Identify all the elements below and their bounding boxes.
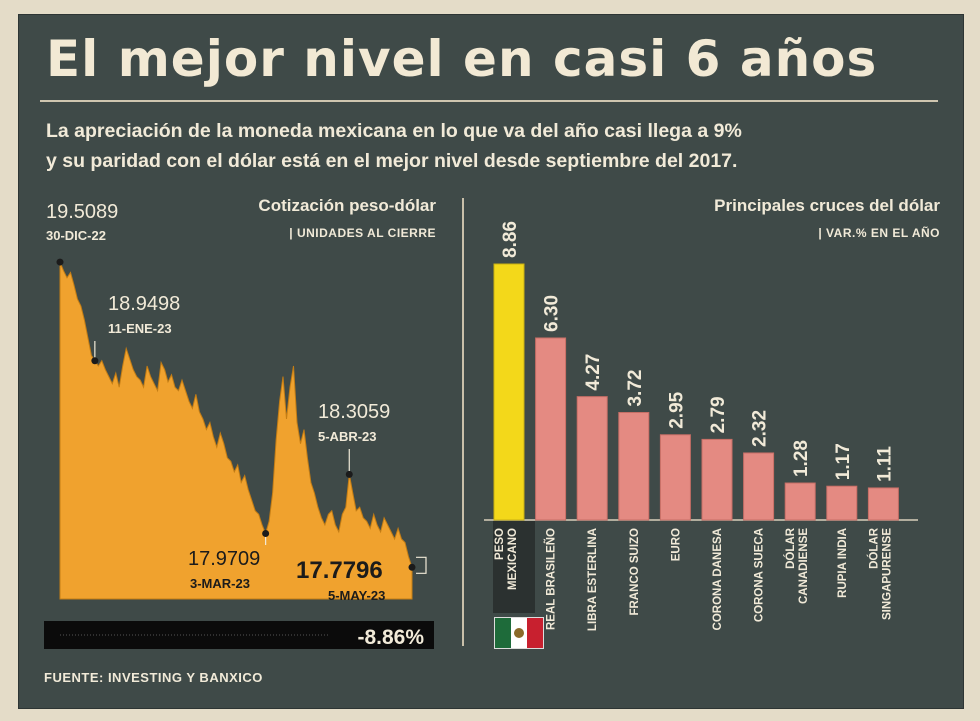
annotation-value: 18.9498 <box>108 293 180 315</box>
annotation-value: 17.9709 <box>188 548 260 570</box>
bar-category-label: DÓLAR <box>867 527 880 569</box>
subtitle-line-1: La apreciación de la moneda mexicana en … <box>46 120 742 142</box>
bar <box>659 434 691 521</box>
bar-category-label: PESO <box>494 528 506 560</box>
bar-category-label: LIBRA ESTERLINA <box>587 528 599 631</box>
annotation-value: 19.5089 <box>46 201 118 223</box>
change-value: -8.86% <box>357 626 424 649</box>
source-note: FUENTE: INVESTING Y BANXICO <box>44 670 263 685</box>
bar-category-label: CANADIENSE <box>798 528 810 604</box>
annotation-marker <box>408 563 416 571</box>
bar-value-label: 1.28 <box>791 440 812 477</box>
annotation-value: 17.7796 <box>296 557 383 584</box>
bar-category-label: SINGAPURENSE <box>881 528 893 620</box>
bar-chart-title: Principales cruces del dólar <box>714 196 940 215</box>
bar <box>535 337 567 521</box>
bar <box>867 487 899 521</box>
area-chart-title: Cotización peso-dólar <box>258 196 436 215</box>
bar-value-label: 1.17 <box>833 443 854 480</box>
subtitle-line-2: y su paridad con el dólar está en el mej… <box>46 150 738 172</box>
bar <box>618 412 650 521</box>
mexico-flag-icon <box>494 617 544 649</box>
bar-category-label: MEXICANO <box>507 528 519 590</box>
bar-value-label: 8.86 <box>500 221 521 258</box>
bar-value-label: 6.30 <box>542 295 563 332</box>
charts-divider <box>462 198 464 646</box>
bar <box>784 482 816 521</box>
page-title: El mejor nivel en casi 6 años <box>46 30 878 88</box>
bar-chart-subtitle: | VAR.% EN EL AÑO <box>818 226 940 240</box>
annotation-value: 18.3059 <box>318 401 390 423</box>
annotation-marker <box>91 357 99 365</box>
bar-value-label: 2.95 <box>666 391 687 428</box>
annotation-date: 5-ABR-23 <box>318 429 377 444</box>
annotation-date: 3-MAR-23 <box>190 576 250 591</box>
annotation-date: 5-MAY-23 <box>328 588 385 603</box>
bar-value-label: 3.72 <box>625 370 646 407</box>
bar-category-label: CORONA DANESA <box>712 528 724 630</box>
bar-category-label: RUPIA INDIA <box>837 528 849 598</box>
bar <box>826 485 858 521</box>
bar <box>743 452 775 521</box>
bar <box>701 438 733 521</box>
annotation-date: 11-ENE-23 <box>108 321 172 336</box>
annotation-marker <box>262 530 270 538</box>
bar-peso-mexicano <box>493 263 525 521</box>
area-series <box>59 261 413 600</box>
bar-category-label: EURO <box>670 528 682 561</box>
annotation-marker <box>56 258 64 266</box>
annotation-leader <box>416 556 427 574</box>
bar-category-label: FRANCO SUIZO <box>629 528 641 616</box>
title-divider <box>40 100 938 102</box>
bar-value-label: 4.27 <box>583 354 604 391</box>
bar-category-label: CORONA SUECA <box>754 528 766 622</box>
bar-value-label: 1.11 <box>874 446 895 482</box>
area-chart-subtitle: | UNIDADES AL CIERRE <box>289 226 436 240</box>
annotation-marker <box>345 470 353 478</box>
bar-value-label: 2.79 <box>708 396 729 433</box>
bar-category-label: REAL BRASILEÑO <box>545 528 558 630</box>
bar-value-label: 2.32 <box>750 410 771 447</box>
bar-category-label: DÓLAR <box>784 527 797 569</box>
bar <box>576 396 608 521</box>
annotation-date: 30-DIC-22 <box>46 228 106 243</box>
highlight-label-bg <box>493 521 535 613</box>
